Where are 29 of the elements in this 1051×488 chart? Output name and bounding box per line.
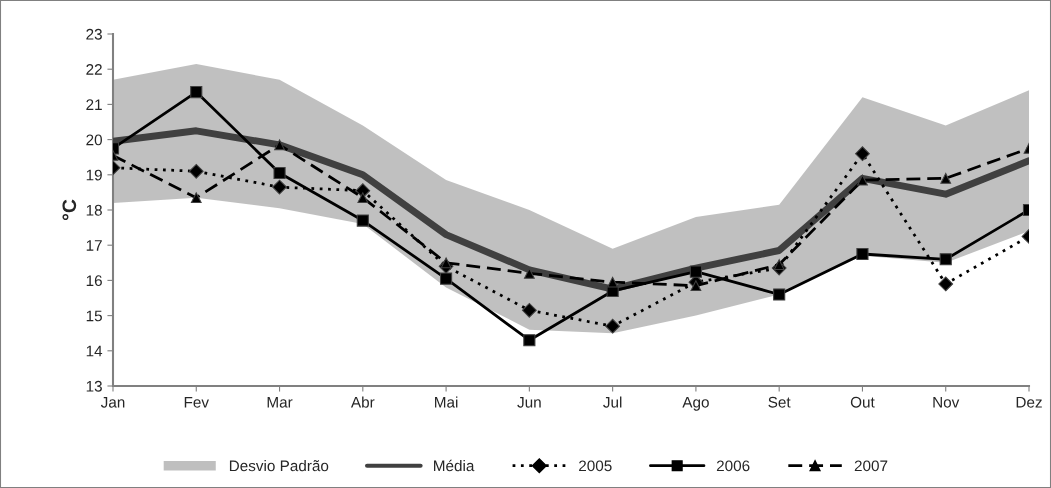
y-axis-title: °C <box>62 199 77 221</box>
x-tick-label: Ago <box>682 396 709 411</box>
y-tick-label: 16 <box>86 275 102 287</box>
text: Desvio Padrão <box>229 460 329 472</box>
y-tick-label: 21 <box>86 99 102 110</box>
y-tick-label: 23 <box>86 28 102 40</box>
x-tick-label: Jul <box>603 396 622 408</box>
y-tick-label: 17 <box>86 240 102 251</box>
y-tick-label: 15 <box>86 310 102 322</box>
y-tick-label: 14 <box>86 345 103 357</box>
x-tick-label: Mai <box>435 396 458 408</box>
x-tick-label: Dez <box>1016 396 1042 408</box>
x-tick-label: Mar <box>267 396 293 408</box>
y-tick-label: 19 <box>86 169 102 181</box>
y-tick-label: 22 <box>86 64 102 75</box>
legend-label: 2007 <box>854 460 888 472</box>
legend-label: 2005 <box>579 460 612 472</box>
x-tick-label: Set <box>768 396 791 408</box>
y-tick-label: 13 <box>86 380 102 392</box>
x-tick-label: Jan <box>100 396 125 408</box>
x-tick-label: Nov <box>933 396 960 408</box>
legend-label: 2006 <box>716 460 750 472</box>
x-tick-label: Abr <box>350 396 375 408</box>
y-tick-label: 18 <box>86 204 102 216</box>
y-tick-label: 20 <box>86 134 102 146</box>
x-tick-label: Jun <box>517 396 541 408</box>
x-tick-label: Out <box>850 396 875 408</box>
legend-label: Média <box>434 459 475 472</box>
x-tick-label: Fev <box>184 396 209 408</box>
